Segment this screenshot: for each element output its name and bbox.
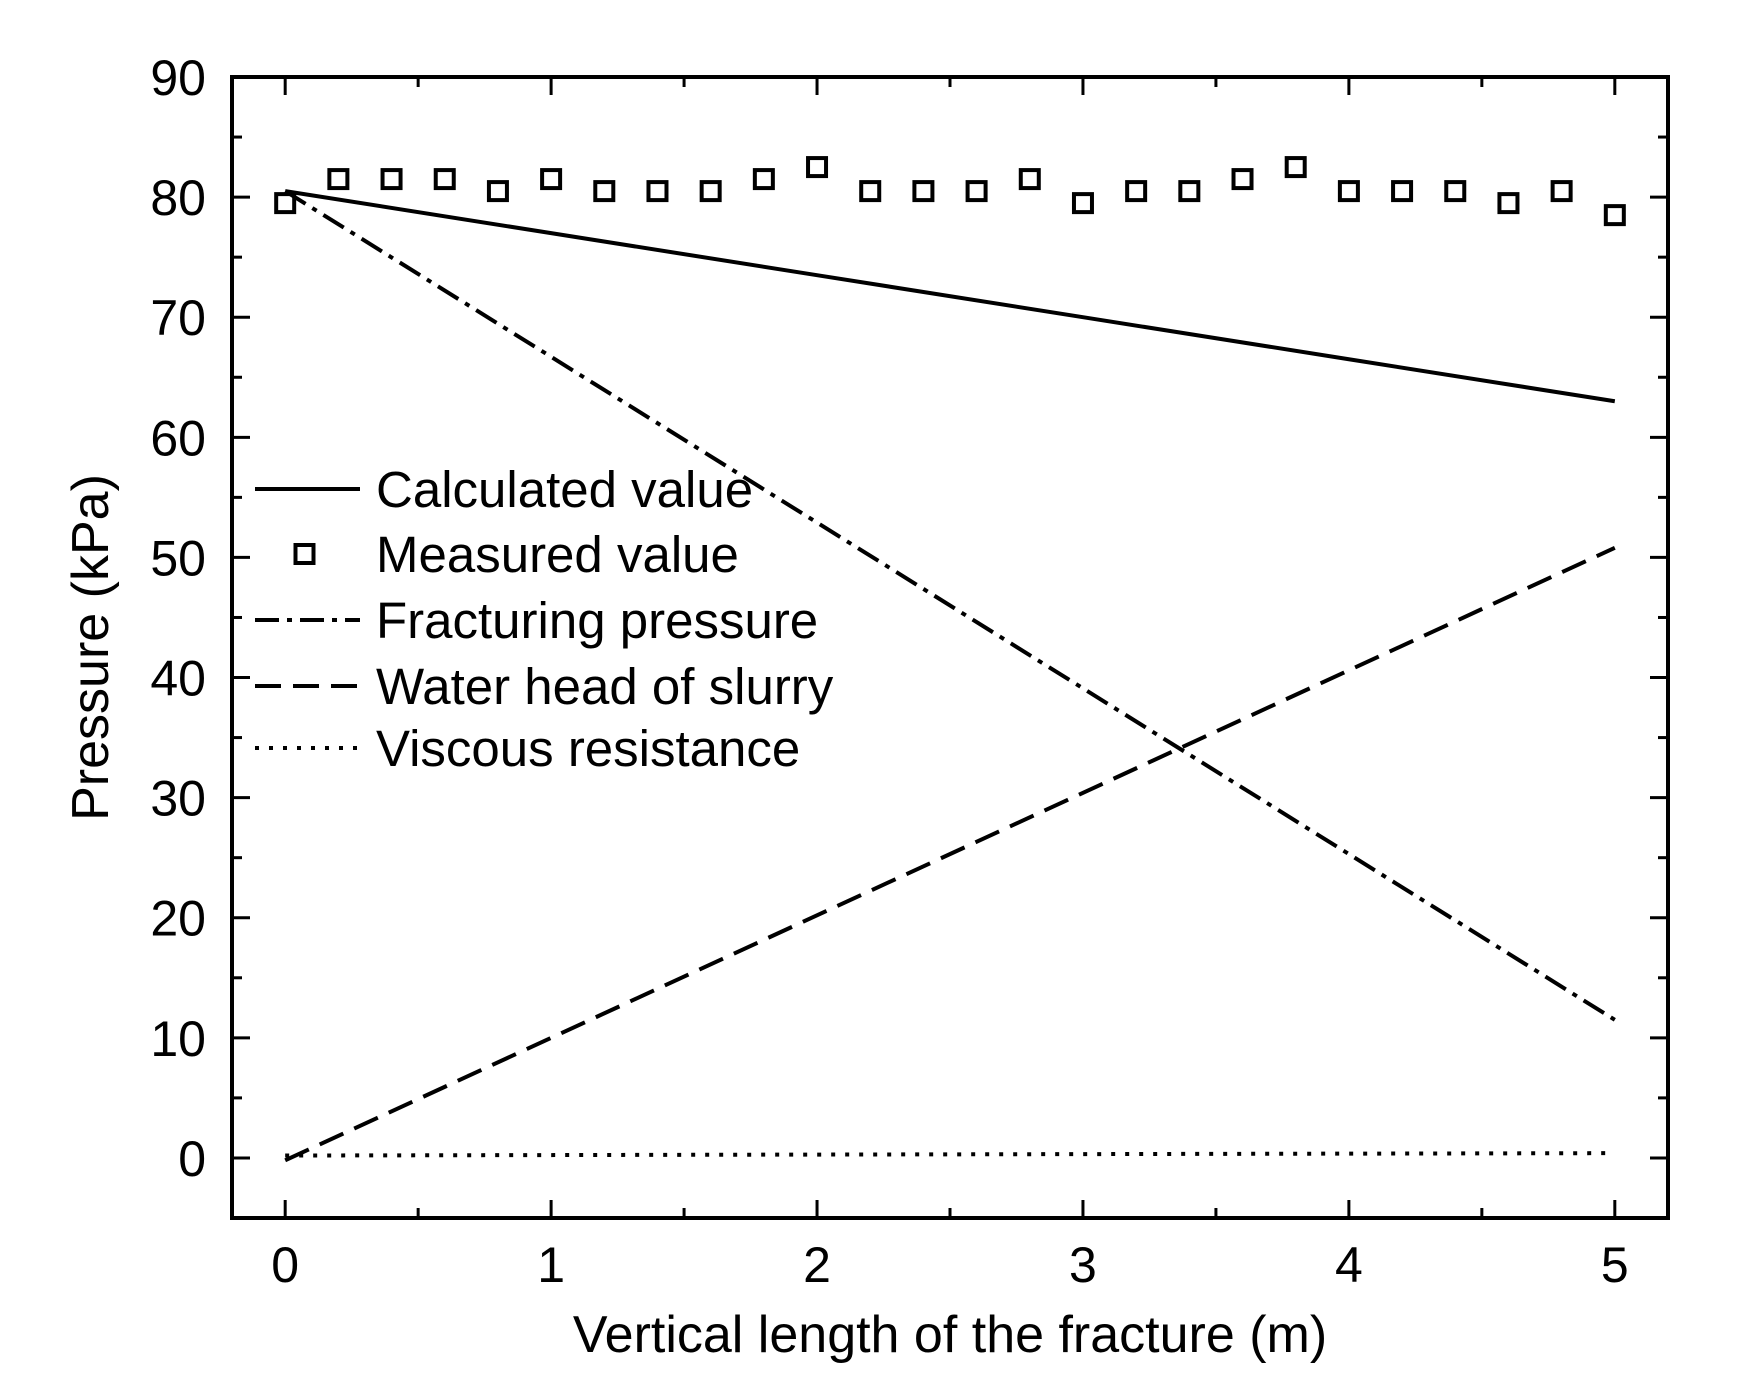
legend-label: Measured value [376,526,739,583]
measured-point [1071,192,1094,215]
y-tick-label: 70 [150,290,206,346]
legend-item: Viscous resistance [255,720,800,777]
measured-point [806,156,829,179]
series-calculated-value [284,189,1616,404]
measured-point [540,168,563,191]
measured-point [486,180,509,203]
y-tick-label: 0 [178,1131,206,1187]
series-fracturing-pressure [284,189,1616,1022]
series-measured-value [274,156,1626,227]
legend-label: Viscous resistance [376,720,800,777]
measured-point [912,180,935,203]
measured-point [1125,180,1148,203]
legend-marker [293,543,316,565]
y-tick-label: 80 [150,170,206,226]
measured-point [1178,180,1201,203]
x-tick-label: 2 [803,1237,831,1293]
series-viscous-resistance [285,1151,1615,1158]
y-tick-label: 10 [150,1011,206,1067]
legend-item: Fracturing pressure [255,592,818,649]
x-tick-label: 3 [1069,1237,1097,1293]
y-tick-label: 40 [150,651,206,707]
measured-point [1231,168,1254,191]
measured-point [1018,168,1041,191]
y-tick-label: 60 [150,410,206,466]
measured-point [1284,156,1307,179]
measured-point [327,168,350,191]
y-axis-title: Pressure (kPa) [62,474,120,821]
measured-point [1550,180,1573,203]
measured-point [1444,180,1467,203]
measured-point [859,180,882,203]
measured-point [646,180,669,203]
series-line [284,545,1616,1163]
legend-label: Water head of slurry [376,658,834,715]
legend-item: Calculated value [255,461,753,518]
series-line [284,189,1616,1022]
x-tick-label: 4 [1335,1237,1363,1293]
measured-point [593,180,616,203]
legend: Calculated value Measured value Fracturing… [255,461,834,777]
x-tick-label: 5 [1601,1237,1629,1293]
y-tick-label: 20 [150,891,206,947]
measured-point [274,192,297,215]
measured-point [1391,180,1414,203]
x-tick-label: 0 [271,1237,299,1293]
y-tick-label: 30 [150,771,206,827]
measured-point [1337,180,1360,203]
legend-item: Water head of slurry [255,658,834,715]
series-line [284,189,1616,404]
measured-point [699,180,722,203]
x-axis-title: Vertical length of the fracture (m) [573,1306,1327,1364]
y-tick-label: 50 [150,530,206,586]
legend-label: Calculated value [376,461,753,518]
measured-point [965,180,988,203]
measured-point [752,168,775,191]
series-line [285,1151,1615,1158]
measured-point [1603,204,1626,227]
series-water-head-of-slurry [284,545,1616,1163]
legend-item: Measured value [293,526,739,583]
legend-label: Fracturing pressure [376,592,818,649]
measured-point [380,168,403,191]
y-tick-label: 90 [150,50,206,106]
x-tick-label: 1 [537,1237,565,1293]
measured-point [433,168,456,191]
measured-point [1497,192,1520,215]
data-layer [274,156,1626,1163]
